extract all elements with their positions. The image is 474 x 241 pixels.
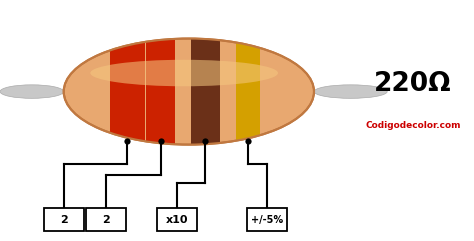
Bar: [146, 36, 175, 147]
FancyBboxPatch shape: [157, 208, 197, 231]
Text: +/-5%: +/-5%: [251, 215, 283, 225]
Ellipse shape: [64, 39, 314, 145]
Ellipse shape: [91, 60, 278, 86]
Text: Codigodecolor.com: Codigodecolor.com: [365, 121, 461, 130]
FancyBboxPatch shape: [86, 208, 126, 231]
Ellipse shape: [0, 85, 64, 98]
FancyBboxPatch shape: [44, 208, 84, 231]
Text: x10: x10: [166, 215, 188, 225]
FancyBboxPatch shape: [246, 208, 287, 231]
Text: 2: 2: [102, 215, 110, 225]
Ellipse shape: [314, 85, 387, 98]
Bar: [236, 36, 260, 147]
Bar: [191, 36, 219, 147]
Text: 2: 2: [60, 215, 68, 225]
Bar: [109, 36, 146, 147]
Text: 220Ω: 220Ω: [374, 71, 452, 97]
